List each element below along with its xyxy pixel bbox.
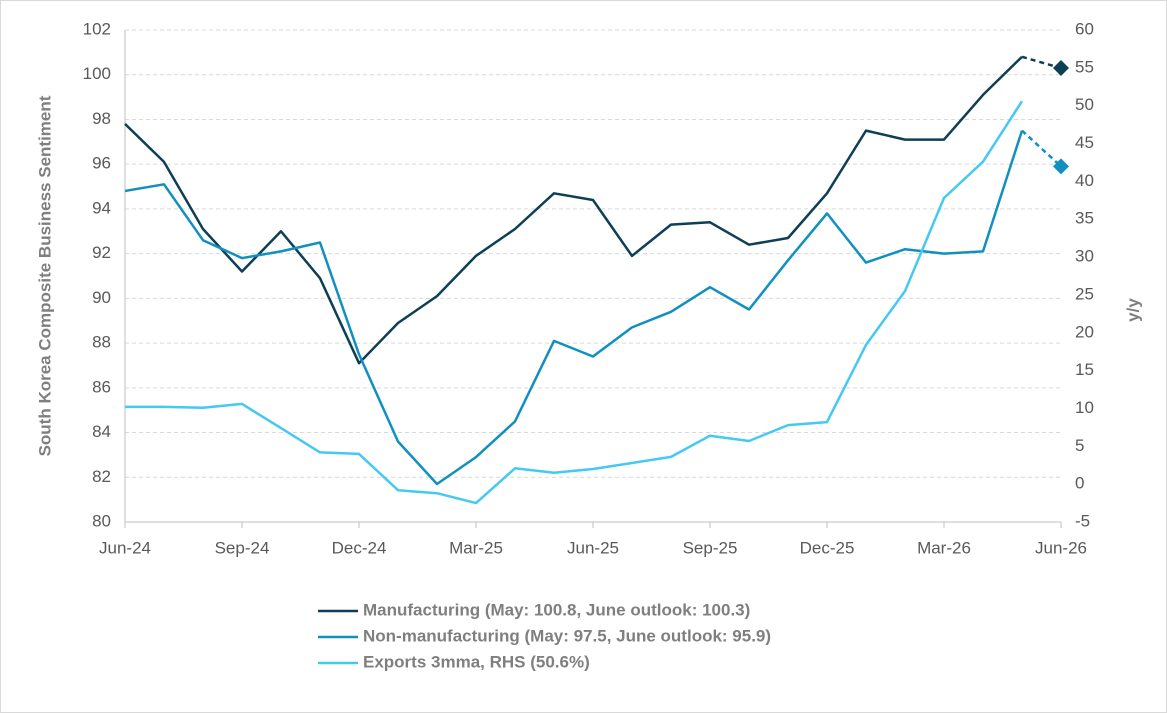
y-tick-label: 94 [92, 198, 111, 217]
y2-axis-title: y/y [1123, 298, 1142, 322]
y2-tick-label: 35 [1075, 209, 1094, 228]
series-line [124, 55, 1023, 365]
y2-tick-label: 60 [1075, 19, 1094, 38]
x-tick-label: Jun-24 [99, 538, 151, 557]
y2-tick-label: -5 [1075, 511, 1090, 530]
y-tick-label: 100 [83, 64, 111, 83]
y-tick-label: 102 [83, 19, 111, 38]
y-tick-label: 90 [92, 288, 111, 307]
legend-text: Non-manufacturing (May: 97.5, June outlo… [363, 626, 771, 645]
y2-tick-label: 45 [1075, 133, 1094, 152]
y-tick-label: 98 [92, 109, 111, 128]
y-axis-title: South Korea Composite Business Sentiment [35, 95, 54, 456]
y-tick-label: 96 [92, 154, 111, 173]
y-tick-label: 82 [92, 467, 111, 486]
y2-tick-label: 55 [1075, 57, 1094, 76]
y-tick-label: 80 [92, 511, 111, 530]
outlook-marker [1053, 158, 1069, 175]
y-tick-label: 86 [92, 377, 111, 396]
x-tick-label: Sep-25 [683, 538, 738, 557]
y2-tick-label: 50 [1075, 95, 1094, 114]
series-line [124, 130, 1024, 486]
y-tick-label: 84 [92, 422, 111, 441]
x-tick-label: Sep-24 [215, 538, 270, 557]
y2-tick-label: 25 [1075, 284, 1094, 303]
y2-tick-label: 10 [1075, 398, 1094, 417]
y2-tick-label: 30 [1075, 247, 1094, 266]
series-line [125, 100, 1024, 505]
x-tick-label: Jun-25 [567, 538, 619, 557]
y2-tick-label: 5 [1075, 436, 1084, 455]
y2-tick-label: 40 [1075, 171, 1094, 190]
outlook-marker [1053, 60, 1069, 77]
y2-tick-label: 20 [1075, 322, 1094, 341]
y2-tick-label: 0 [1075, 474, 1084, 493]
y-tick-label: 92 [92, 243, 111, 262]
x-tick-label: Jun-26 [1035, 538, 1087, 557]
legend-text: Manufacturing (May: 100.8, June outlook:… [363, 600, 750, 619]
y-tick-label: 88 [92, 333, 111, 352]
legend-text: Exports 3mma, RHS (50.6%) [363, 652, 590, 671]
outlook-line [1021, 55, 1062, 70]
x-tick-label: Dec-25 [800, 538, 855, 557]
x-tick-label: Mar-26 [917, 538, 971, 557]
y2-tick-label: 15 [1075, 360, 1094, 379]
x-tick-label: Mar-25 [449, 538, 503, 557]
x-tick-label: Dec-24 [332, 538, 387, 557]
